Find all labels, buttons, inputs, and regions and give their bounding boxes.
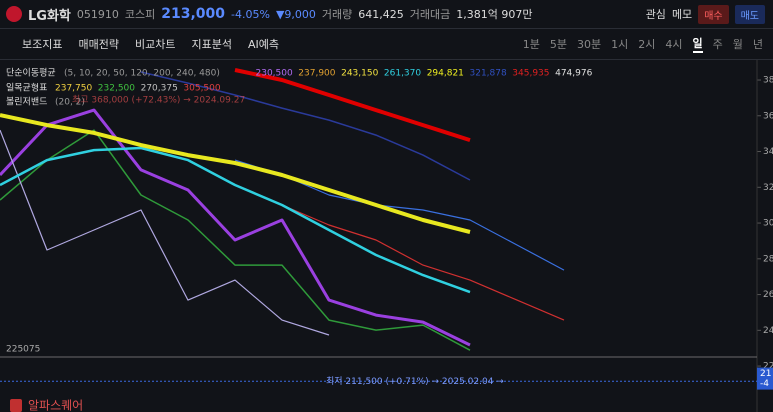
tool[interactable]: 비교차트	[134, 38, 176, 51]
volume-label: 거래량	[321, 8, 353, 21]
tool[interactable]: 지표분석	[191, 38, 232, 51]
period[interactable]: 30분	[577, 38, 602, 51]
volume: 641,425	[358, 7, 404, 21]
toolbar: 보조지표 매매전략 비교차트 지표분석 AI예측 1분 5분 30분 1시 2시 4시 일 주 월 년	[0, 29, 773, 60]
y-tick-label: 22	[763, 362, 773, 372]
legend-value: 345,935	[512, 69, 549, 79]
memo[interactable]: 메모	[671, 8, 693, 21]
ref-label: 225075	[6, 345, 40, 355]
change-pct: -4.05%	[231, 7, 270, 21]
logo	[6, 6, 22, 22]
price-tag	[757, 367, 773, 390]
legend-params: (5, 10, 20, 50, 120, 200, 240, 480)	[64, 69, 220, 79]
tool[interactable]: AI예측	[247, 38, 279, 51]
y-tick-label: 28	[763, 254, 773, 264]
legend-label: 단순이동평균	[6, 68, 56, 79]
y-tick-label: 26	[763, 290, 773, 300]
legend-params: (20, 2)	[55, 98, 85, 108]
price: 213,000	[161, 6, 226, 22]
period[interactable]: 1시	[611, 38, 629, 51]
y-tick-label: 32	[763, 183, 773, 193]
y-tick-label: 24	[763, 326, 773, 336]
legend-value: 261,370	[384, 69, 421, 79]
watch[interactable]: 관심	[645, 8, 666, 21]
y-tick-label: 36	[763, 111, 773, 121]
price-tag-change: -4	[760, 379, 769, 389]
low-label: 최저 211,500 (+0.71%) → 2025.02.04 →	[326, 376, 504, 387]
legend-value: 294,821	[427, 69, 464, 79]
price-tag-label: 21	[760, 369, 771, 379]
legend-value: 305,500	[183, 84, 220, 94]
legend-value: 237,750	[55, 84, 92, 94]
legend-label: 일목균형표	[6, 83, 47, 94]
high-note: 최고 368,000 (+72.43%) → 2024.09.27	[72, 95, 245, 106]
line-ma120	[0, 113, 471, 234]
code: 051910	[76, 7, 119, 21]
brand-icon	[10, 399, 22, 412]
line-bb-lower	[0, 129, 471, 351]
legend-value: 232,500	[98, 84, 135, 94]
amount: 1,381억 907만	[456, 8, 533, 21]
legend-value: 237,900	[298, 69, 335, 79]
y-tick-label: 34	[763, 147, 773, 157]
period[interactable]: 5분	[549, 38, 567, 51]
buy-button[interactable]: 매수	[698, 4, 729, 24]
period[interactable]: 1분	[522, 38, 540, 51]
y-tick-label: 30	[763, 219, 773, 229]
legend-label: 볼린저밴드	[6, 97, 47, 108]
line-price	[0, 108, 471, 347]
legend-value: 230,500	[256, 69, 293, 79]
period[interactable]: 년	[752, 38, 763, 51]
tool[interactable]: 보조지표	[22, 38, 63, 51]
legend-value: 321,878	[470, 69, 507, 79]
brand: 알파스퀘어	[28, 399, 83, 412]
period[interactable]: 2시	[638, 38, 656, 51]
sell-button[interactable]: 매도	[734, 4, 765, 24]
header: LG화학 051910 코스피 213,000 -4.05% ▼9,000 거래…	[0, 0, 773, 29]
line-ma240	[234, 68, 471, 143]
period[interactable]: 4시	[665, 38, 683, 51]
legend-value: 243,150	[341, 69, 378, 79]
stock-name: LG화학	[28, 8, 71, 24]
period[interactable]: 일	[692, 35, 703, 53]
y-tick-label: 38	[763, 76, 773, 86]
legend-value: 474,976	[555, 69, 592, 79]
change: ▼9,000	[275, 7, 316, 21]
line-ma60	[0, 146, 471, 294]
period[interactable]: 주	[712, 38, 723, 51]
tool[interactable]: 매매전략	[78, 38, 119, 51]
line-lagging	[0, 129, 330, 336]
line-ma200	[140, 71, 471, 181]
legend-value: 270,375	[141, 84, 178, 94]
period[interactable]: 월	[732, 38, 743, 51]
amount-label: 거래대금	[409, 8, 451, 21]
market: 코스피	[124, 8, 156, 21]
chart: 38 36 34 32 30 28 26 24 22 225075 최저 211,500 (+0.7…	[0, 60, 773, 412]
